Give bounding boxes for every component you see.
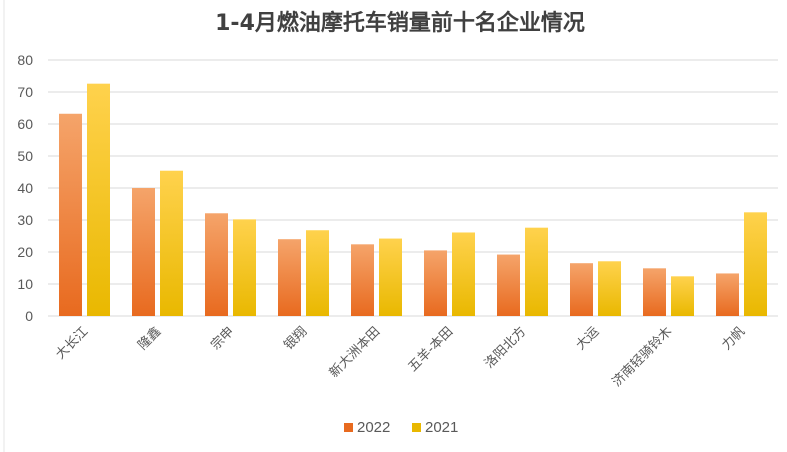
x-tick-label: 银翔 [281,324,310,353]
bars [59,83,767,317]
legend-label-2022: 2022 [357,419,390,436]
bar-2022-7 [570,263,593,316]
legend-swatch-2021 [412,423,421,432]
bar-2022-8 [643,268,666,316]
bar-2021-3 [306,230,329,316]
grid [48,59,778,317]
legend: 2022 2021 [344,419,458,436]
bar-2022-0 [59,113,82,316]
y-tick-label: 70 [17,84,33,100]
x-tick-label: 济南轻骑铃木 [609,324,675,390]
x-tick-label: 新大洲本田 [326,324,383,381]
chart-title: 1-4月燃油摩托车销量前十名企业情况 [215,10,585,36]
y-tick-label: 40 [17,180,33,196]
bar-2021-7 [598,261,621,316]
x-tick-label: 大运 [573,324,602,353]
y-tick-label: 20 [17,244,33,260]
y-tick-label: 60 [17,116,33,132]
bar-2021-1 [160,170,183,316]
x-tick-label: 洛阳北方 [481,324,529,372]
bar-2021-5 [452,232,475,316]
bar-2022-1 [132,188,155,316]
legend-label-2021: 2021 [425,419,458,436]
bar-2021-2 [233,219,256,316]
bar-2022-3 [278,239,301,316]
bar-2021-6 [525,227,548,316]
x-tick-label: 大长江 [53,324,91,362]
bar-2021-9 [744,212,767,316]
bar-2021-4 [379,238,402,316]
bar-2022-5 [424,250,447,316]
legend-swatch-2022 [344,423,353,432]
bar-2021-8 [671,276,694,316]
y-tick-label: 30 [17,212,33,228]
bar-2022-6 [497,254,520,316]
y-axis-ticks: 0 10 20 30 40 50 60 70 80 [17,52,33,324]
x-tick-label: 五羊-本田 [405,324,456,375]
y-tick-label: 80 [17,52,33,68]
y-tick-label: 10 [17,276,33,292]
x-axis-ticks: 大长江 隆鑫 宗申 银翔 新大洲本田 五羊-本田 洛阳北方 大运 济南轻骑铃木 力帆 [53,324,748,390]
y-tick-label: 0 [25,308,33,324]
x-tick-label: 力帆 [719,324,748,353]
bar-2022-4 [351,244,374,316]
bar-2022-2 [205,213,228,316]
y-tick-label: 50 [17,148,33,164]
x-tick-label: 宗申 [208,324,238,354]
bar-2022-9 [716,273,739,316]
x-tick-label: 隆鑫 [135,324,165,354]
bar-2021-0 [87,83,110,317]
